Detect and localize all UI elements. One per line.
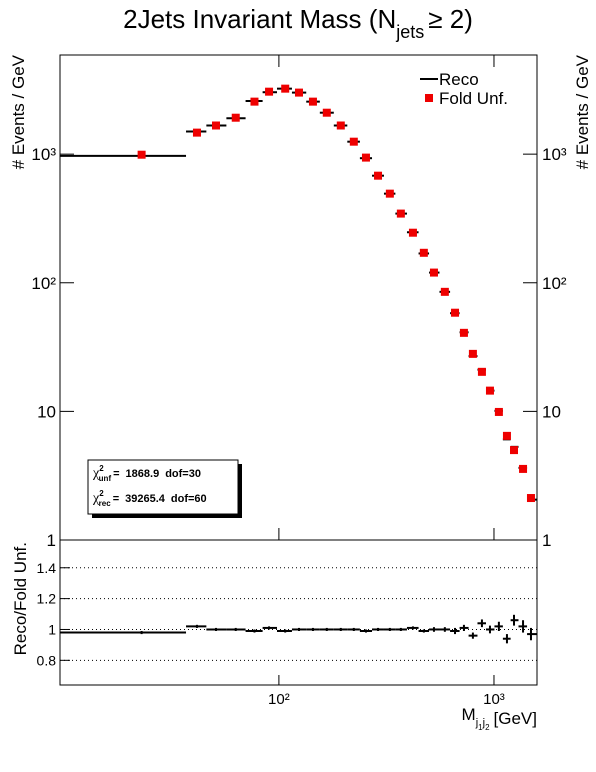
chi2-sub: rec	[99, 499, 112, 508]
chi2-symbol: χ	[92, 466, 100, 481]
fold-point	[440, 287, 449, 296]
fold-point	[308, 97, 317, 106]
y2-tick-label: 10³	[542, 145, 567, 164]
fold-point	[396, 209, 405, 218]
y-tick-label: 1.2	[37, 591, 57, 607]
fold-point	[322, 108, 331, 117]
ratio-frame	[59, 539, 538, 686]
y-tick-label: 0.8	[37, 652, 57, 668]
y-tick-label: 1	[47, 531, 56, 550]
fold-point	[336, 121, 345, 130]
x-label-sub: j	[482, 717, 485, 729]
y-axis-label: # Events / GeV	[9, 54, 28, 169]
fold-point	[349, 137, 358, 146]
fold-point	[385, 189, 394, 198]
y-tick-label: 1	[48, 621, 56, 637]
x-tick-label: 10²	[268, 691, 290, 708]
fold-point	[485, 386, 494, 395]
x-tick-label: 10³	[483, 691, 505, 708]
fold-point	[281, 84, 290, 93]
fold-point	[459, 328, 468, 337]
chart-title: 2Jets Invariant Mass (Njets ≥ 2)	[123, 4, 473, 42]
chi2-sup: 2	[99, 489, 104, 498]
fold-point	[361, 153, 370, 162]
y-tick-label: 10³	[31, 145, 56, 164]
x-label-unit: [GeV]	[494, 709, 537, 728]
legend-swatch	[425, 94, 433, 102]
fold-point	[468, 349, 477, 358]
legend-label: Reco	[439, 70, 479, 89]
fold-point	[519, 464, 528, 473]
fold-point	[451, 308, 460, 317]
legend-label: Fold Unf.	[439, 89, 508, 108]
title-main: 2Jets Invariant Mass (N	[123, 4, 396, 34]
fold-point	[137, 150, 146, 159]
x-label-main: M	[462, 705, 476, 724]
y-tick-label: 1.4	[37, 560, 57, 576]
fold-point	[477, 367, 486, 376]
y-tick-label: 10²	[31, 274, 56, 293]
x-axis-label: Mj1j2 [GeV]	[462, 705, 537, 732]
chi2-symbol: χ	[92, 491, 100, 506]
chi2-text: χ2 unf = 1868.9 dof=30	[92, 464, 201, 483]
fold-point	[429, 268, 438, 277]
chi2-sep: =	[113, 493, 119, 505]
fold-point	[526, 494, 535, 503]
y2-axis-label: # Events / GeV	[573, 54, 592, 169]
y2-tick-label: 10	[542, 402, 561, 421]
chi2-value: 1868.9	[126, 468, 160, 480]
fold-point	[509, 446, 518, 455]
x-label-sub: 2	[485, 723, 490, 732]
y2-tick-label: 10²	[542, 274, 567, 293]
title-end: ≥ 2)	[428, 4, 473, 34]
fold-point	[419, 248, 428, 257]
chi2-sup: 2	[99, 464, 104, 473]
chi2-sep: =	[113, 468, 119, 480]
fold-point	[192, 128, 201, 137]
y2-tick-label: 1	[542, 531, 551, 550]
fold-point	[408, 228, 417, 237]
chi2-dof: dof=30	[165, 468, 201, 480]
fold-point	[374, 171, 383, 180]
fold-point	[294, 88, 303, 97]
fold-point	[211, 121, 220, 130]
x-label-sub: 1	[478, 723, 483, 732]
x-label-sub: j	[475, 717, 478, 729]
chi2-dof: dof=60	[171, 493, 207, 505]
chi2-text: χ2 rec = 39265.4 dof=60	[92, 489, 207, 508]
fold-point	[502, 431, 511, 440]
chi2-value: 39265.4	[125, 493, 166, 505]
fold-point	[265, 87, 274, 96]
y-axis-label: Reco/Fold Unf.	[11, 542, 30, 655]
chi2-sub: unf	[99, 474, 112, 483]
chi2-box	[87, 459, 239, 515]
fold-point	[494, 407, 503, 416]
fold-point	[250, 97, 259, 106]
y-tick-label: 10	[37, 402, 56, 421]
title-sub: jets	[395, 22, 424, 42]
fold-point	[231, 113, 240, 122]
